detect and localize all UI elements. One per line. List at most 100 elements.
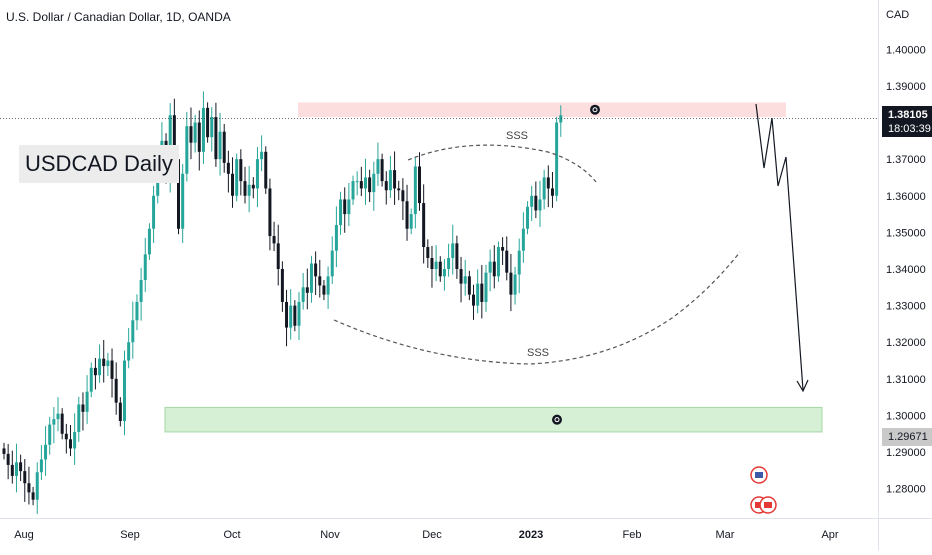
- candle-body: [363, 177, 367, 189]
- candle-body: [260, 151, 264, 160]
- candle-body: [542, 177, 546, 200]
- candle-body: [131, 320, 135, 343]
- candle-body: [285, 301, 289, 328]
- candle-body: [127, 342, 131, 361]
- candle-body: [201, 107, 205, 152]
- candle-body: [330, 250, 334, 277]
- candle-body: [193, 122, 197, 143]
- candle-body: [181, 173, 185, 229]
- lower-curve-label: SSS: [527, 347, 549, 359]
- y-tick-label: 1.30000: [886, 410, 926, 422]
- y-tick-label: 1.29000: [886, 447, 926, 459]
- candle-body: [23, 471, 27, 484]
- candle-body: [413, 166, 417, 215]
- candle-body: [226, 162, 230, 174]
- y-tick-label: 1.35000: [886, 227, 926, 239]
- x-tick-label: Oct: [223, 529, 240, 541]
- candle-body: [384, 181, 388, 191]
- x-tick-label: Dec: [422, 529, 442, 541]
- candle-body: [393, 170, 397, 189]
- candle-body: [426, 247, 430, 259]
- candle-body: [243, 181, 247, 196]
- candle-body: [555, 122, 559, 196]
- candle-body: [521, 228, 525, 251]
- lower-sss-curve[interactable]: [333, 251, 741, 365]
- candle-body: [380, 159, 384, 182]
- bar-countdown: 18:03:39: [888, 123, 931, 135]
- candle-body: [297, 301, 301, 326]
- support-zone-marker-icon[interactable]: [552, 414, 562, 425]
- axes-layer: 1.40000 1.39000 1.37000 1.36000 1.35000 1.340…: [14, 44, 926, 541]
- candle-body: [401, 190, 405, 202]
- candle-body: [31, 492, 35, 500]
- symbol-title[interactable]: U.S. Dollar / Canadian Dollar, 1D, OANDA: [6, 10, 231, 24]
- candle-body: [64, 433, 68, 440]
- candle-body: [459, 269, 463, 284]
- candle-body: [110, 360, 114, 379]
- support-zone[interactable]: [164, 406, 823, 433]
- support-price-tag: 1.29671: [882, 428, 932, 446]
- candle-body: [422, 203, 426, 248]
- candle-body: [247, 184, 251, 196]
- candle-body: [472, 294, 476, 306]
- candle-body: [168, 115, 172, 174]
- resistance-zone-marker-ring: [592, 107, 598, 113]
- y-tick-label: 1.33000: [886, 301, 926, 313]
- support-price-value: 1.29671: [888, 431, 928, 443]
- candle-body: [484, 272, 488, 302]
- projection-path[interactable]: [755, 103, 804, 391]
- candle-body: [388, 170, 392, 191]
- candle-body: [559, 115, 563, 123]
- candle-body: [214, 117, 218, 160]
- y-tick-label: 1.32000: [886, 337, 926, 349]
- candle-body: [434, 261, 438, 269]
- candle-body: [339, 199, 343, 226]
- candle-body: [81, 404, 85, 412]
- candle-body: [152, 195, 156, 229]
- y-tick-label: 1.39000: [886, 81, 926, 93]
- resistance-zone[interactable]: [298, 102, 786, 118]
- y-tick-label: 1.28000: [886, 484, 926, 496]
- x-tick-label: Apr: [821, 529, 838, 541]
- candle-body: [255, 159, 259, 189]
- candle-body: [334, 225, 338, 251]
- x-tick-label: Nov: [320, 529, 340, 541]
- candle-body: [27, 483, 31, 493]
- candle-body: [322, 285, 326, 295]
- candle-body: [172, 115, 176, 160]
- candle-body: [44, 444, 48, 460]
- candle-body: [68, 439, 72, 449]
- candle-body: [347, 199, 351, 215]
- candle-body: [177, 159, 181, 229]
- candle-body: [517, 250, 521, 275]
- candle-body: [276, 243, 280, 269]
- candle-body: [139, 279, 143, 302]
- last-price-value: 1.38105: [888, 109, 928, 121]
- candle-body: [447, 258, 451, 269]
- candle-body: [451, 243, 455, 259]
- candle-body: [264, 151, 268, 189]
- candle-body: [39, 459, 43, 473]
- candle-body: [376, 159, 380, 174]
- candle-body: [397, 188, 401, 191]
- candle-body: [106, 360, 110, 367]
- candle-body: [442, 269, 446, 277]
- candle-body: [289, 305, 293, 328]
- currency-label[interactable]: CAD: [886, 9, 910, 21]
- candle-body: [235, 159, 239, 196]
- candle-body: [534, 195, 538, 211]
- candle-body: [222, 131, 226, 163]
- upper-sss-curve[interactable]: [407, 144, 597, 183]
- resistance-zone-marker-icon[interactable]: [590, 104, 600, 115]
- candle-body: [272, 236, 276, 244]
- candle-body: [73, 431, 77, 449]
- candle-body: [206, 107, 210, 138]
- candle-body: [309, 263, 313, 293]
- candle-body: [280, 269, 284, 302]
- chart-note-box[interactable]: USDCAD Daily: [19, 145, 179, 183]
- candle-body: [98, 358, 102, 376]
- candle-body: [14, 462, 18, 476]
- x-tick-label: 2023: [519, 529, 543, 541]
